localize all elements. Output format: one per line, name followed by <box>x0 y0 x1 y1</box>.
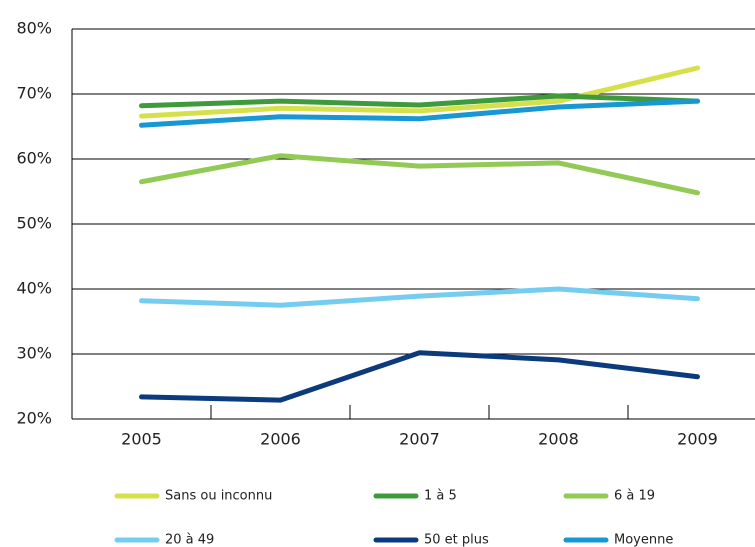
legend-label: 50 et plus <box>424 533 489 547</box>
series-line <box>139 350 700 403</box>
legend-label: 1 à 5 <box>424 489 457 504</box>
series-line <box>139 98 700 128</box>
series-line <box>139 286 700 308</box>
x-tick-label: 2009 <box>677 430 718 449</box>
y-tick-label: 80% <box>16 19 52 38</box>
x-tick-label: 2008 <box>538 430 579 449</box>
legend-label: Sans ou inconnu <box>165 489 272 504</box>
y-tick-label: 50% <box>16 214 52 233</box>
y-tick-label: 70% <box>16 84 52 103</box>
x-tick-label: 2006 <box>260 430 301 449</box>
legend: Sans ou inconnu 1 à 5 6 à 19 20 à 49 50 et p… <box>114 489 673 547</box>
x-tick-label: 2007 <box>399 430 440 449</box>
y-tick-label: 20% <box>16 409 52 428</box>
y-tick-label: 30% <box>16 344 52 363</box>
x-tick-label: 2005 <box>121 430 162 449</box>
y-tick-label: 40% <box>16 279 52 298</box>
series-line <box>139 93 700 109</box>
series-line <box>139 153 700 196</box>
series-line <box>139 65 700 119</box>
legend-label: 6 à 19 <box>614 489 655 504</box>
y-tick-label: 60% <box>16 149 52 168</box>
legend-label: 20 à 49 <box>165 533 214 547</box>
legend-label: Moyenne <box>614 533 673 547</box>
